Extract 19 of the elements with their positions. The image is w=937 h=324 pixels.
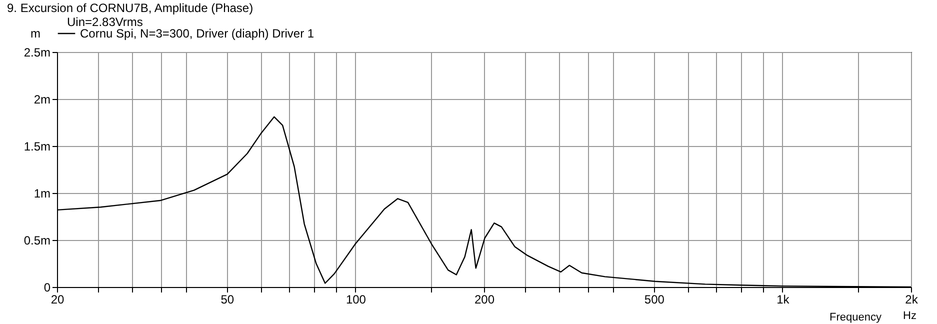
x-tick-label: 500 [644,292,665,306]
y-tick-label: 2.5m [24,46,50,60]
x-axis-title: Frequency [830,312,882,324]
chart-subtitle: Uin=2.83Vrms [67,15,143,29]
y-tick-label: 2m [34,92,50,106]
y-tick-label: 1.5m [24,140,50,154]
x-tick-label: 50 [220,292,234,306]
legend-label: Cornu Spi, N=3=300, Driver (diaph) Driver 1 [80,26,314,40]
x-tick-label: 2k [905,292,919,306]
text: Hz [903,310,916,322]
x-tick-label: 200 [474,292,495,306]
y-tick-label: 0.5m [24,234,50,248]
y-axis-title: m [30,26,40,40]
y-tick-label: 0 [44,280,51,294]
x-tick-label: 1k [776,292,790,306]
y-tick-label: 1m [34,186,50,200]
x-tick-label: 20 [50,292,64,306]
x-tick-label: 100 [346,292,366,306]
chart-title: 9. Excursion of CORNU7B, Amplitude (Phase) [7,1,254,15]
